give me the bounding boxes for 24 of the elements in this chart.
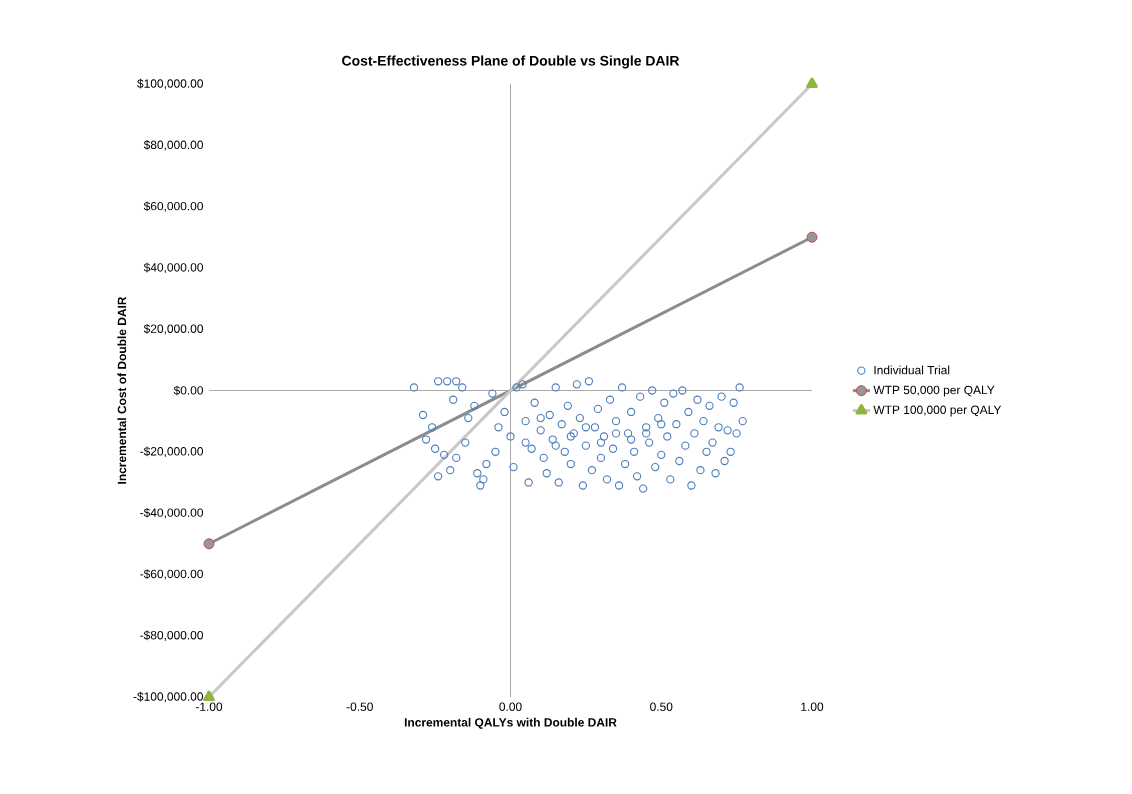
x-tick-label: 0.00 (499, 702, 522, 711)
x-tick-label: 0.50 (650, 702, 673, 711)
x-tick-label: -0.50 (346, 702, 373, 711)
y-tick-label: -$20,000.00 (140, 446, 204, 457)
y-tick-label: -$60,000.00 (140, 569, 204, 580)
point (203, 538, 215, 550)
y-tick-label: -$40,000.00 (140, 507, 204, 519)
y-tick-label: $100,000.00 (137, 78, 204, 90)
legend-label: WTP 100,000 per QALY (873, 405, 1002, 417)
legend-label: Individual Trial (874, 365, 950, 375)
x-axis-title: Incremental QALYs with Double DAIR (404, 717, 617, 729)
point (806, 231, 818, 243)
x-tick-label: -1.00 (195, 702, 223, 711)
y-tick-label: $20,000.00 (143, 324, 204, 335)
x-tick-label: 1.00 (801, 702, 824, 711)
y-tick-label: $80,000.00 (143, 140, 204, 151)
y-tick-label: -$100,000.00 (133, 691, 204, 703)
y-tick-label: $60,000.00 (143, 201, 204, 212)
y-axis-title: Incremental Cost of Double DAIR (117, 296, 127, 484)
chart-title: Cost-Effectiveness Plane of Double vs Single DAIR (342, 55, 680, 69)
y-tick-label: -$80,000.00 (140, 630, 204, 641)
y-tick-label: $0.00 (173, 385, 204, 396)
y-tick-label: $40,000.00 (143, 262, 204, 274)
legend-label: WTP 50,000 per QALY (873, 385, 995, 397)
